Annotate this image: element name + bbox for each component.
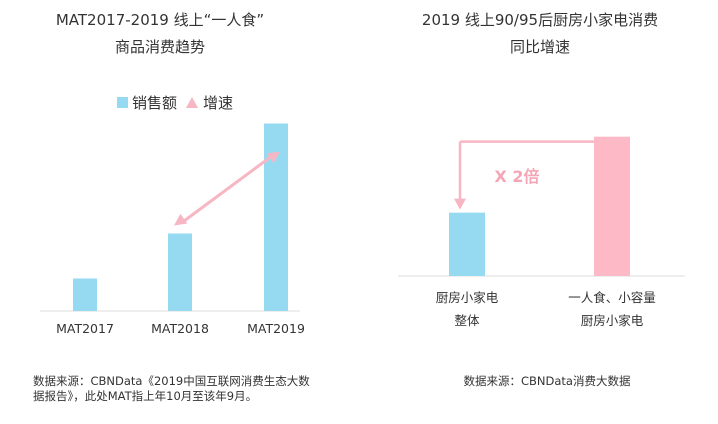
growth-arrow bbox=[174, 151, 280, 226]
x-tick-label-line: 厨房小家电 bbox=[581, 313, 644, 328]
left-source-line2: 据报告》，此处MAT指上年10月至该年9月。 bbox=[33, 389, 257, 403]
multiplier-label: X 2倍 bbox=[494, 167, 539, 186]
legend-marker-sales bbox=[117, 97, 128, 108]
bar-single-serving-appliance bbox=[594, 136, 630, 276]
arrow-head-start bbox=[174, 213, 188, 226]
left-chart-title-line2: 商品消费趋势 bbox=[115, 38, 205, 56]
legend-label-growth: 增速 bbox=[203, 94, 233, 112]
right-chart-title-line1: 2019 线上90/95后厨房小家电消费 bbox=[422, 11, 658, 29]
legend-marker-growth bbox=[186, 97, 198, 108]
legend-label-sales: 销售额 bbox=[132, 94, 177, 112]
left-chart-title-line1: MAT2017-2019 线上“一人食” bbox=[56, 11, 264, 29]
x-tick-label-line: 厨房小家电 bbox=[436, 290, 499, 305]
bar-mat2018 bbox=[168, 233, 192, 311]
x-tick-label: MAT2017 bbox=[56, 321, 114, 336]
right-source-line1: 数据来源：CBNData消费大数据 bbox=[464, 374, 631, 388]
bracket-arrow-head bbox=[454, 198, 466, 210]
x-tick-label: MAT2018 bbox=[151, 321, 209, 336]
bar-mat2019 bbox=[264, 123, 288, 311]
x-tick-label: MAT2019 bbox=[247, 321, 305, 336]
arrow-head-end bbox=[266, 151, 280, 164]
left-source-line1: 数据来源：CBNData《2019中国互联网消费生态大数 bbox=[33, 374, 310, 388]
multiplier-bracket bbox=[454, 140, 594, 210]
right-bar-group bbox=[449, 136, 630, 276]
arrow-shaft bbox=[181, 153, 275, 224]
right-chart-title-line2: 同比增速 bbox=[510, 38, 570, 56]
bar-kitchen-appliance-overall bbox=[449, 212, 485, 276]
left-bar-group bbox=[73, 123, 288, 311]
x-tick-label-line: 一人食、小容量 bbox=[568, 290, 656, 305]
bar-mat2017 bbox=[73, 278, 97, 311]
left-tick-labels: MAT2017 MAT2018 MAT2019 bbox=[56, 321, 305, 336]
x-tick-label-line: 整体 bbox=[454, 313, 480, 328]
